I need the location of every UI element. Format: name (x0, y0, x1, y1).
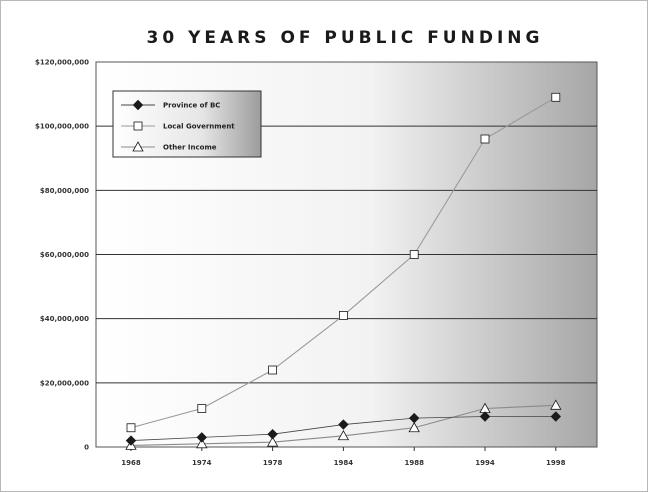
chart-title: 30 YEARS OF PUBLIC FUNDING (147, 28, 544, 48)
diamond-marker (267, 428, 278, 440)
x-tick-label: 1998 (546, 459, 566, 467)
x-tick-label: 1968 (121, 459, 141, 467)
triangle-marker (266, 436, 279, 447)
square-marker (480, 134, 490, 144)
legend-square-marker (133, 121, 143, 131)
triangle-marker (550, 399, 562, 410)
y-tick-label: $120,000,000 (35, 59, 89, 67)
square-marker (126, 423, 136, 433)
y-axis: 0 $20,000,000 $40,000,000 $60,000,000 $80,00… (35, 59, 89, 452)
diamond-marker (408, 412, 420, 424)
y-tick-label: $100,000,000 (35, 123, 89, 131)
y-tick-label: 0 (84, 444, 89, 452)
triangle-marker (408, 421, 420, 433)
diamond-marker (550, 411, 562, 422)
triangle-marker (196, 437, 208, 449)
x-tick-label: 1978 (263, 459, 283, 467)
square-marker (338, 311, 348, 320)
square-marker (268, 365, 278, 375)
legend-items: Province of BC Local Government Other Inco… (121, 99, 235, 152)
square-marker (551, 92, 561, 102)
x-tick-label: 1988 (404, 459, 424, 467)
diamond-marker (479, 411, 491, 422)
diamond-marker (196, 432, 208, 443)
series-province-of-bc (125, 411, 562, 446)
x-tick-label: 1974 (192, 459, 212, 467)
y-tick-label: $40,000,000 (40, 315, 89, 323)
x-tick-label: 1984 (334, 459, 354, 467)
x-axis: 1968 1974 1978 1984 1988 1994 1998 (121, 447, 566, 467)
diamond-marker (338, 419, 349, 430)
legend-label: Other Income (163, 144, 217, 152)
legend-label: Local Government (163, 123, 235, 131)
y-tick-label: $60,000,000 (40, 251, 89, 259)
legend-triangle-marker (132, 141, 144, 152)
y-tick-label: $80,000,000 (40, 187, 89, 195)
series-layer (125, 92, 562, 450)
legend-diamond-marker (132, 99, 144, 111)
series-local-government (126, 92, 561, 433)
square-marker (197, 404, 207, 413)
legend: Province of BC Local Government Other Inco… (112, 90, 262, 158)
x-tick-label: 1994 (475, 459, 495, 467)
triangle-marker (337, 429, 350, 441)
square-marker (409, 250, 419, 259)
diamond-marker (125, 435, 137, 446)
y-tick-label: $20,000,000 (40, 379, 89, 387)
legend-label: Province of BC (163, 102, 220, 110)
